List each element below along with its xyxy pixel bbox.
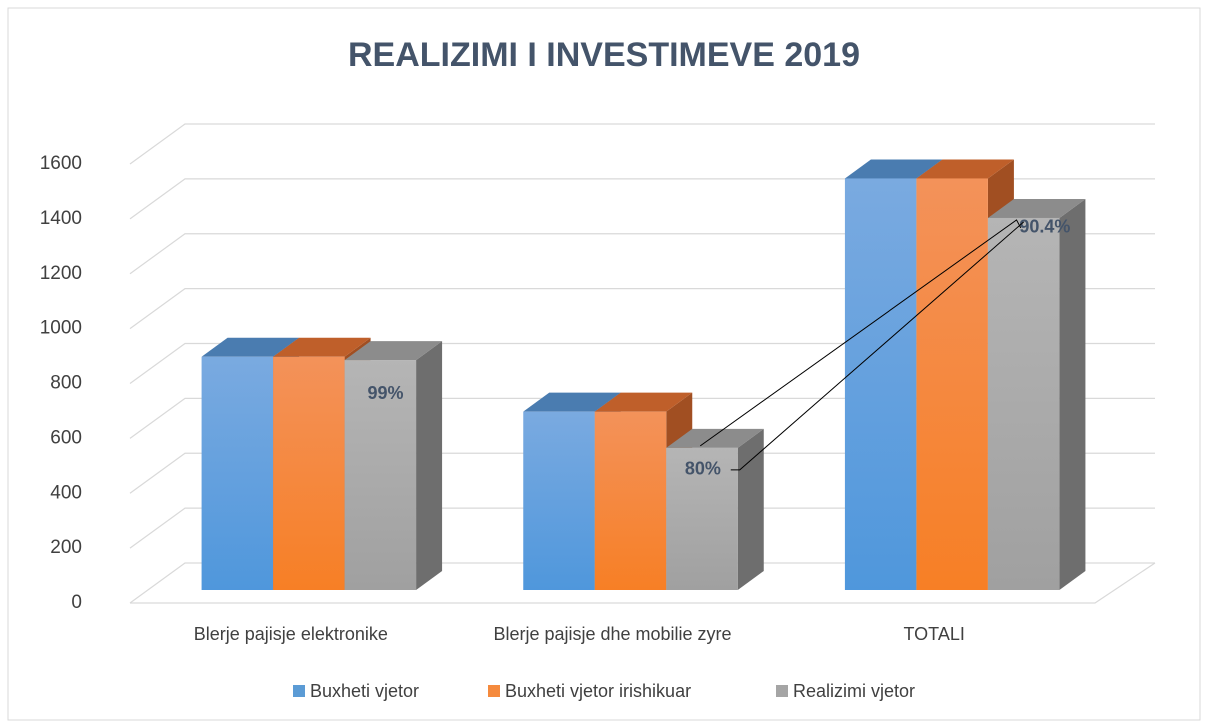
grid-line <box>129 123 1155 165</box>
annotation: 90.4% <box>1019 217 1070 237</box>
bar-front <box>344 360 417 590</box>
x-tick-label: Blerje pajisje elektronike <box>194 624 388 644</box>
bar-top <box>666 428 764 448</box>
x-tick-label: TOTALI <box>903 624 964 644</box>
y-tick-label: 400 <box>50 482 82 503</box>
bar <box>987 198 1086 590</box>
grid-line <box>129 233 1155 275</box>
legend-swatch <box>776 685 788 697</box>
bar-front <box>916 178 988 590</box>
y-tick-label: 600 <box>50 427 82 448</box>
y-tick-label: 1600 <box>40 153 82 174</box>
grid-line <box>129 342 1155 384</box>
grid-line <box>129 397 1155 439</box>
bar-front <box>844 178 917 590</box>
bar-top <box>273 337 371 357</box>
grid-line <box>129 507 1155 549</box>
annotation: 99% <box>367 383 403 403</box>
bar-top <box>523 392 621 412</box>
bar <box>344 341 443 590</box>
bar-top <box>594 392 693 412</box>
bar-top <box>201 337 300 357</box>
y-tick-label: 0 <box>71 592 82 613</box>
bar-top <box>916 159 1014 179</box>
bar-top <box>844 159 943 179</box>
bar-front <box>666 447 738 590</box>
grid-line <box>129 452 1155 494</box>
y-tick-label: 1400 <box>40 208 82 229</box>
y-tick-label: 200 <box>50 537 82 558</box>
bar-front <box>201 356 274 590</box>
x-tick-label: Blerje pajisje dhe mobilie zyre <box>493 624 731 644</box>
legend-label: Realizimi vjetor <box>793 681 915 701</box>
bar-side <box>1059 198 1086 590</box>
y-tick-label: 1000 <box>40 318 82 339</box>
bar-front <box>523 411 595 590</box>
legend-swatch <box>488 685 500 697</box>
bar-top <box>344 341 443 361</box>
bar-front <box>273 356 345 590</box>
bar-side <box>737 428 764 590</box>
grid-line <box>129 178 1155 220</box>
legend-label: Buxheti vjetor irishikuar <box>505 681 691 701</box>
legend-swatch <box>293 685 305 697</box>
bar-side <box>416 341 443 590</box>
y-tick-label: 800 <box>50 373 82 394</box>
leader-line <box>730 221 1024 471</box>
bar-front <box>594 411 667 590</box>
grid-line <box>129 562 1155 604</box>
bar-top <box>987 198 1086 218</box>
legend-label: Buxheti vjetor <box>310 681 419 701</box>
bar <box>666 428 764 590</box>
chart-title: REALIZIMI I INVESTIMEVE 2019 <box>348 36 860 74</box>
annotation: 80% <box>685 459 721 479</box>
grid-line <box>129 288 1155 330</box>
x-axis <box>130 562 1156 604</box>
bar-front <box>987 217 1060 590</box>
y-tick-label: 1200 <box>40 263 82 284</box>
